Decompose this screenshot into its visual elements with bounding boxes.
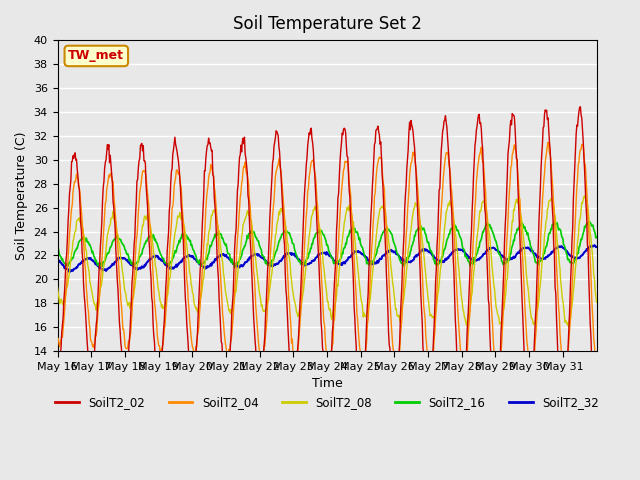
Title: Soil Temperature Set 2: Soil Temperature Set 2 — [232, 15, 422, 33]
Y-axis label: Soil Temperature (C): Soil Temperature (C) — [15, 132, 28, 260]
X-axis label: Time: Time — [312, 377, 342, 390]
Text: TW_met: TW_met — [68, 49, 124, 62]
Legend: SoilT2_02, SoilT2_04, SoilT2_08, SoilT2_16, SoilT2_32: SoilT2_02, SoilT2_04, SoilT2_08, SoilT2_… — [51, 391, 604, 414]
